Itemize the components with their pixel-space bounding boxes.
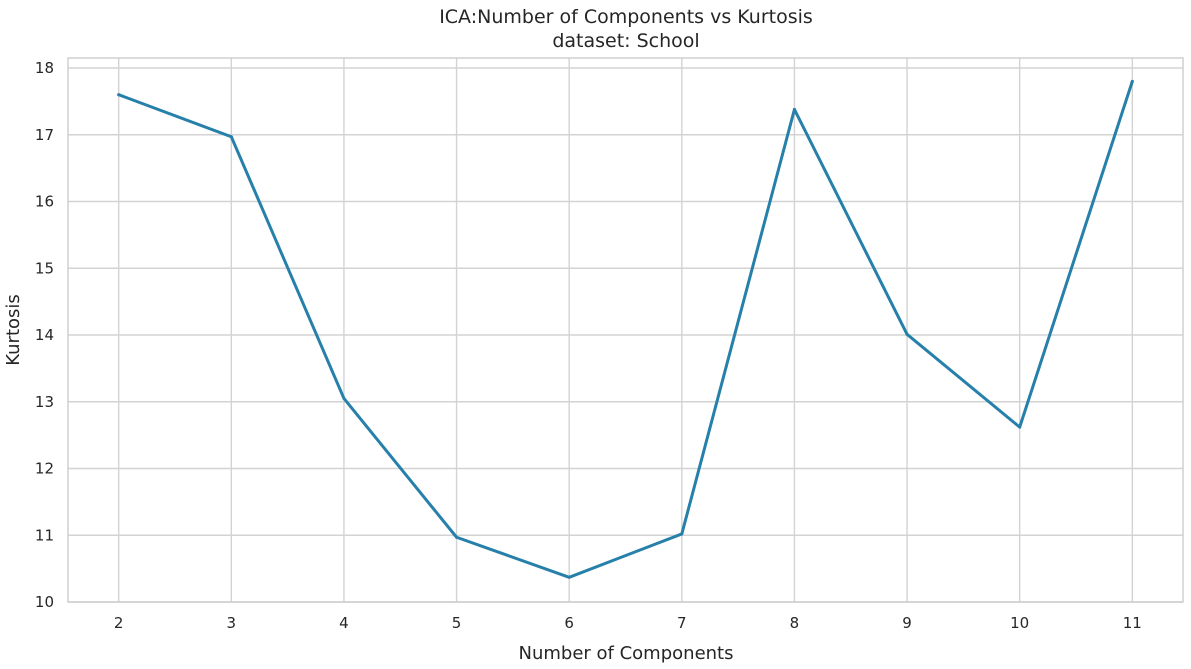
y-tick-label: 15 [35,259,54,277]
x-tick-label: 5 [452,614,462,632]
y-tick-label: 14 [35,326,54,344]
series-line [117,79,1134,579]
y-tick-label: 10 [35,593,54,611]
y-tick-label: 17 [35,126,54,144]
x-tick-label: 6 [564,614,574,632]
y-tick-label: 12 [35,460,54,478]
x-tick-label: 2 [114,614,124,632]
data-point [567,575,571,579]
y-axis-label: Kurtosis [3,294,24,366]
data-point [117,93,121,97]
y-tick-label: 11 [35,526,54,544]
chart-subtitle: dataset: School [552,30,699,52]
x-tick-label: 8 [790,614,800,632]
tick-labels: 2 3 4 5 6 7 8 9 10 11 10 11 12 13 14 15 16 17 18 [35,59,1142,632]
x-tick-label: 3 [227,614,237,632]
x-axis-label: Number of Components [519,643,734,664]
data-point [1018,425,1022,429]
data-point [229,135,233,139]
y-tick-label: 16 [35,193,54,211]
x-tick-label: 11 [1123,614,1142,632]
chart-title: ICA:Number of Components vs Kurtosis [439,6,813,28]
data-point [455,535,459,539]
data-point [1130,79,1134,83]
plot-frame [67,57,1184,603]
x-tick-label: 4 [339,614,349,632]
data-point [342,396,346,400]
x-tick-label: 10 [1010,614,1029,632]
data-point [680,532,684,536]
data-point [905,332,909,336]
y-tick-label: 18 [35,59,54,77]
y-tick-label: 13 [35,393,54,411]
data-point [792,107,796,111]
x-tick-label: 9 [902,614,912,632]
x-tick-label: 7 [677,614,687,632]
grid [68,58,1183,603]
series [117,79,1134,579]
